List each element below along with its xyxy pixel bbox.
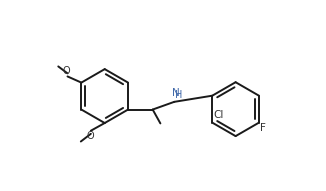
Text: F: F	[260, 123, 266, 133]
Text: H: H	[175, 90, 182, 100]
Text: N: N	[172, 88, 180, 98]
Text: O: O	[86, 131, 94, 142]
Text: Cl: Cl	[213, 110, 223, 120]
Text: O: O	[63, 66, 70, 76]
